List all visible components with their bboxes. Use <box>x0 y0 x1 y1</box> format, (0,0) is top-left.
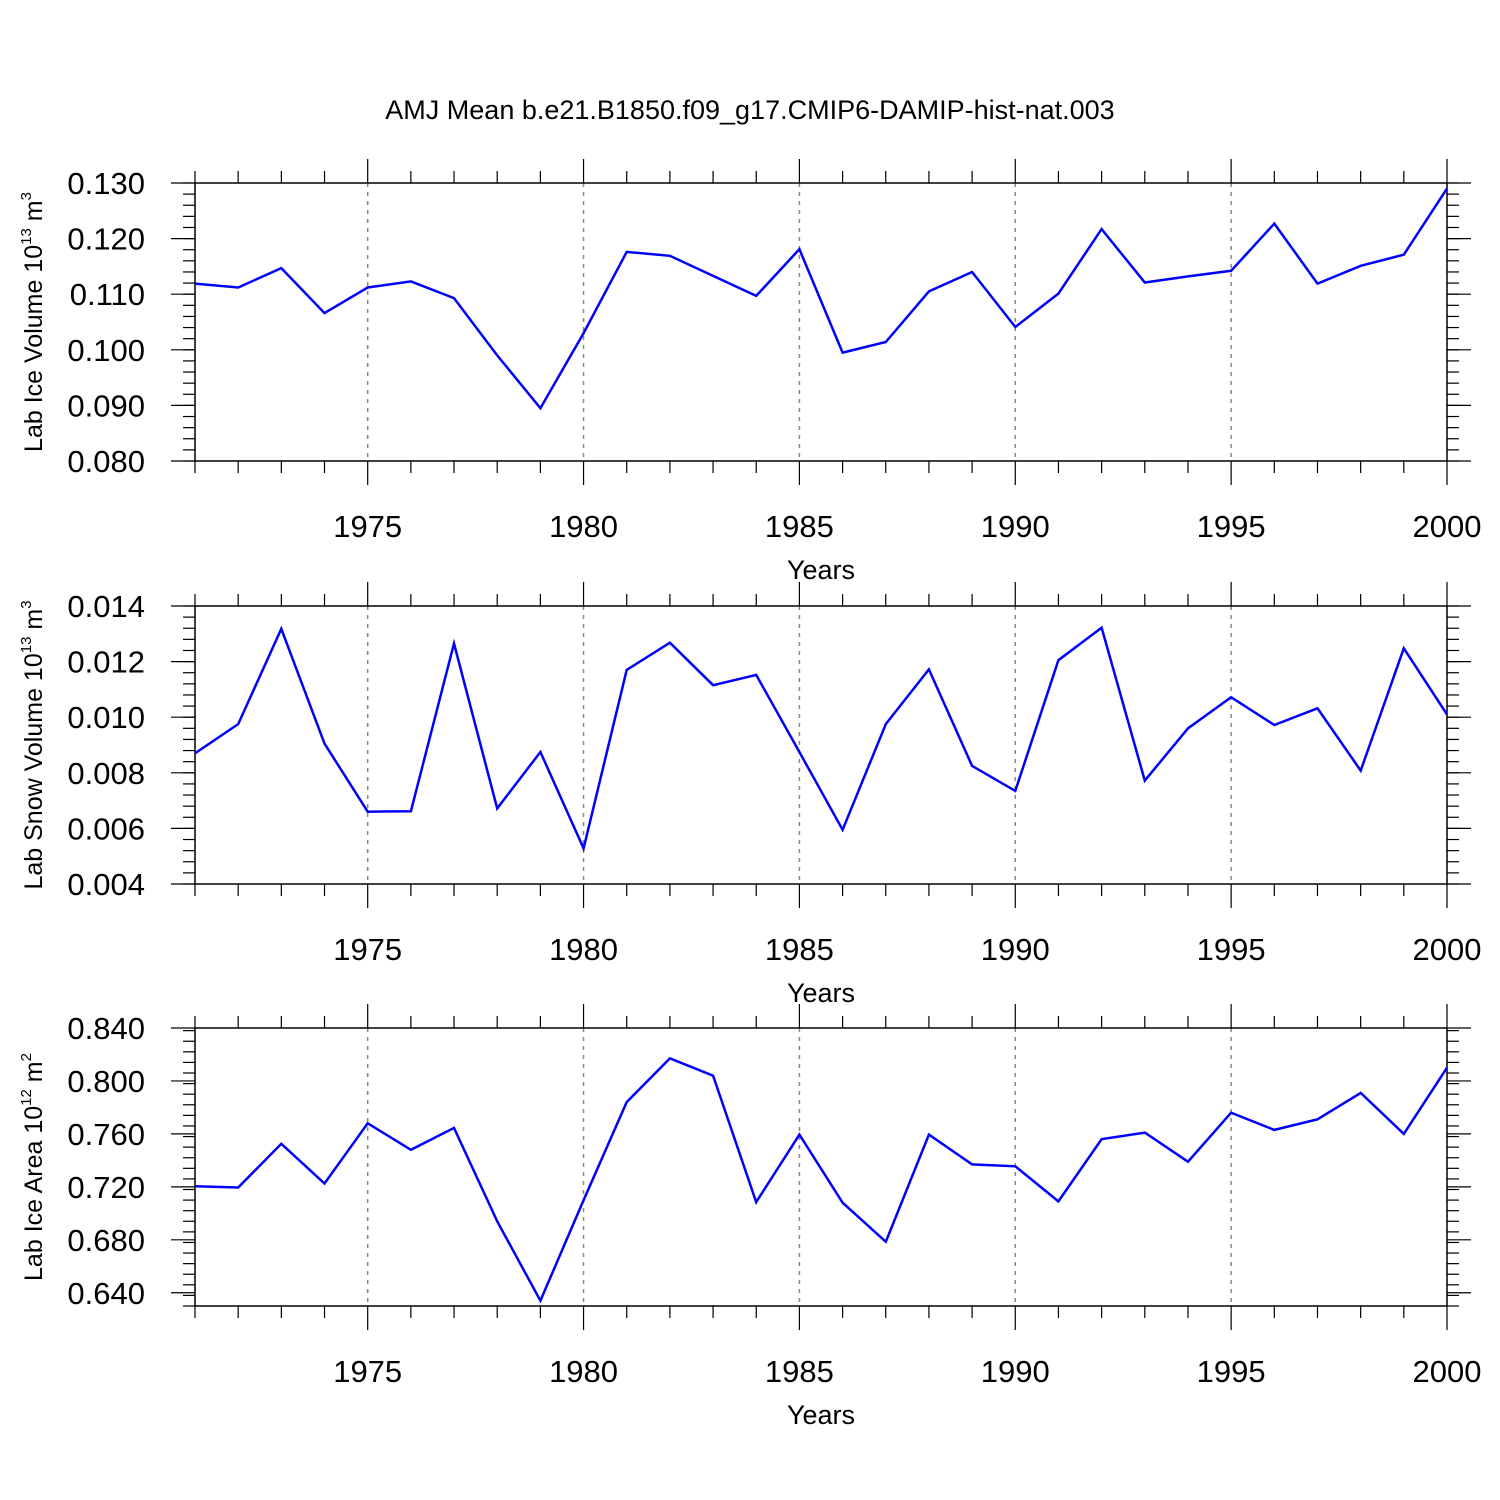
panel-1: 0.080 0.090 0.100 0.110 0.120 0.130 1975 1980 19… <box>18 159 1481 585</box>
x-tick-label: 2000 <box>1413 932 1482 967</box>
series-line <box>194 1056 1449 1304</box>
y-axis-label: Lab Snow Volume 1013 m3 <box>18 600 48 889</box>
y-tick-label: 0.680 <box>67 1223 145 1258</box>
x-tick-label: 1995 <box>1197 932 1266 967</box>
panel-3: 0.640 0.680 0.720 0.760 0.800 0.840 1975 1980 19… <box>18 1004 1481 1430</box>
y-tick-label: 0.840 <box>67 1011 145 1046</box>
figure-title: AMJ Mean b.e21.B1850.f09_g17.CMIP6-DAMIP… <box>385 95 1114 125</box>
plot-frame <box>194 605 1448 885</box>
y-tick-label: 0.100 <box>67 333 145 368</box>
y-tick-label: 0.012 <box>67 645 145 680</box>
x-axis-label: Years <box>787 1400 855 1430</box>
x-tick-label: 2000 <box>1413 1354 1482 1389</box>
y-tick-label: 0.008 <box>67 756 145 791</box>
plot-frame <box>194 1027 1448 1307</box>
y-tick-label: 0.080 <box>67 444 145 479</box>
x-axis-label: Years <box>787 555 855 585</box>
x-tick-label: 1990 <box>981 509 1050 544</box>
x-tick-label: 1995 <box>1197 1354 1266 1389</box>
y-tick-label: 0.010 <box>67 700 145 735</box>
x-tick-label: 1985 <box>765 509 834 544</box>
y-axis-label: Lab Ice Area 1012 m2 <box>18 1053 48 1281</box>
x-tick-label: 1985 <box>765 932 834 967</box>
series-line <box>194 625 1449 853</box>
y-tick-label: 0.640 <box>67 1276 145 1311</box>
y-tick-label: 0.006 <box>67 811 145 846</box>
x-axis-label: Years <box>787 978 855 1008</box>
x-tick-label: 1990 <box>981 932 1050 967</box>
series-line <box>194 187 1449 411</box>
y-tick-label: 0.120 <box>67 222 145 257</box>
y-tick-label: 0.014 <box>67 589 145 624</box>
x-tick-label: 1975 <box>333 509 402 544</box>
panel-2: 0.004 0.006 0.008 0.010 0.012 0.014 1975 1980 19… <box>18 582 1481 1008</box>
x-tick-label: 2000 <box>1413 509 1482 544</box>
y-tick-label: 0.800 <box>67 1064 145 1099</box>
y-tick-label: 0.004 <box>67 867 145 902</box>
x-tick-label: 1995 <box>1197 509 1266 544</box>
x-tick-label: 1975 <box>333 1354 402 1389</box>
y-tick-label: 0.110 <box>70 277 145 312</box>
plot-frame <box>194 182 1448 462</box>
y-tick-label: 0.760 <box>67 1117 145 1152</box>
x-tick-label: 1980 <box>549 509 618 544</box>
x-tick-label: 1980 <box>549 932 618 967</box>
x-tick-label: 1975 <box>333 932 402 967</box>
y-axis-label: Lab Ice Volume 1013 m3 <box>18 192 48 452</box>
y-tick-label: 0.130 <box>67 166 145 201</box>
x-tick-label: 1990 <box>981 1354 1050 1389</box>
x-tick-label: 1980 <box>549 1354 618 1389</box>
x-tick-label: 1985 <box>765 1354 834 1389</box>
y-tick-label: 0.090 <box>67 388 145 423</box>
y-tick-label: 0.720 <box>67 1170 145 1205</box>
